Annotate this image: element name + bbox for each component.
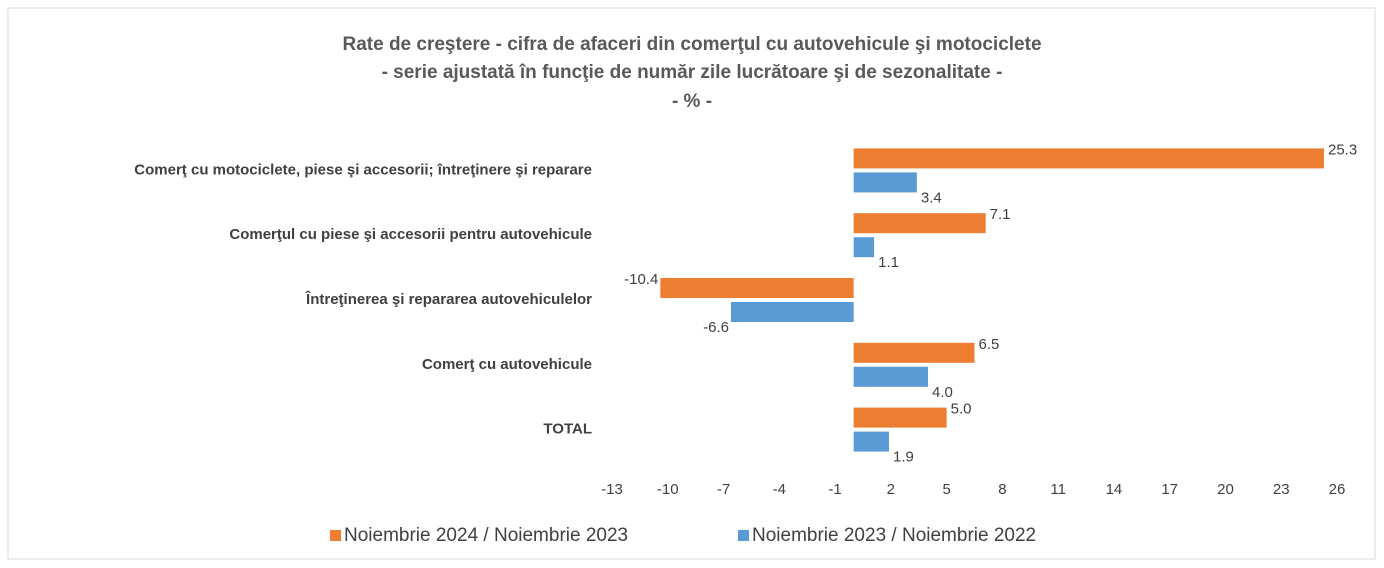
x-tick-label: 2 xyxy=(887,481,895,498)
value-label: 4.0 xyxy=(932,384,953,401)
value-label: -6.6 xyxy=(703,319,729,336)
bar xyxy=(853,407,947,428)
value-label: 6.5 xyxy=(979,336,1000,353)
legend-swatch xyxy=(330,530,341,541)
value-label: 7.1 xyxy=(990,206,1011,223)
x-tick-label: -7 xyxy=(717,481,730,498)
value-label: 3.4 xyxy=(921,189,942,206)
category-label: Întreţinerea şi repararea autovehiculelo… xyxy=(305,290,592,308)
chart-subtitle: - % - xyxy=(672,91,712,112)
x-tick-label: -13 xyxy=(601,481,623,498)
x-tick-label: 17 xyxy=(1161,481,1178,498)
value-label: 25.3 xyxy=(1328,141,1357,158)
bar xyxy=(853,342,975,363)
category-label: TOTAL xyxy=(543,421,592,438)
x-tick-label: 5 xyxy=(942,481,950,498)
category-label: Comerţ cu autovehicule xyxy=(422,356,592,373)
bar xyxy=(853,431,889,452)
category-label: Comerţul cu piese şi accesorii pentru au… xyxy=(229,226,592,243)
value-label: -10.4 xyxy=(624,271,658,288)
legend-label: Noiembrie 2024 / Noiembrie 2023 xyxy=(344,525,628,546)
x-tick-label: 8 xyxy=(998,481,1006,498)
bar xyxy=(853,237,875,258)
bar xyxy=(730,302,854,322)
x-tick-label: -4 xyxy=(773,481,786,498)
x-tick-label: 20 xyxy=(1217,481,1234,498)
category-label: Comerţ cu motociclete, piese şi accesori… xyxy=(134,161,592,178)
x-tick-label: -10 xyxy=(657,481,679,498)
value-label: 5.0 xyxy=(951,401,972,418)
bar xyxy=(660,278,854,298)
x-tick-label: 26 xyxy=(1329,481,1346,498)
chart-title: Rate de creştere - cifra de afaceri din … xyxy=(342,34,1041,55)
bar xyxy=(853,172,917,193)
x-tick-label: 14 xyxy=(1106,481,1123,498)
bar xyxy=(853,366,929,387)
chart-subtitle: - serie ajustată în funcţie de număr zil… xyxy=(382,62,1003,83)
value-label: 1.1 xyxy=(878,254,899,271)
x-tick-label: -1 xyxy=(828,481,841,498)
x-tick-label: 23 xyxy=(1273,481,1290,498)
value-label: 1.9 xyxy=(893,449,914,466)
legend-swatch xyxy=(738,530,749,541)
bar xyxy=(853,213,986,234)
legend-label: Noiembrie 2023 / Noiembrie 2022 xyxy=(752,525,1036,546)
x-tick-label: 11 xyxy=(1050,481,1066,498)
bar xyxy=(853,148,1324,169)
